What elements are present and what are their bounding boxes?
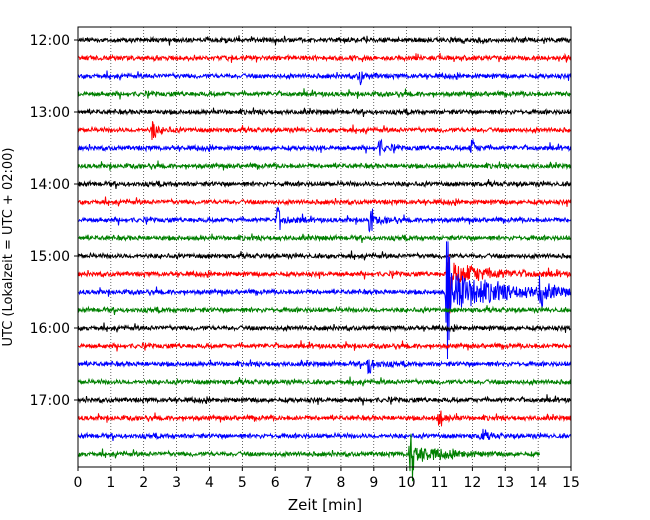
x-tick-label-15: 15 (562, 475, 580, 491)
trace-1215 (77, 52, 572, 63)
grid-lines (110, 27, 539, 467)
trace-1630 (77, 359, 572, 375)
x-tick-label-14: 14 (529, 475, 547, 491)
x-tick-label-7: 7 (304, 475, 313, 491)
trace-1715 (77, 410, 572, 427)
trace-1745 (77, 433, 540, 482)
trace-1515 (77, 254, 572, 314)
trace-1345 (77, 160, 572, 171)
trace-1315 (77, 121, 572, 141)
trace-1230 (77, 70, 572, 86)
trace-1615 (77, 340, 572, 352)
y-tick-label-1: 13:00 (30, 105, 70, 121)
x-tick-label-0: 0 (74, 475, 83, 491)
trace-layer (77, 35, 572, 482)
y-tick-label-2: 14:00 (30, 177, 70, 193)
trace-1415 (77, 196, 572, 207)
x-tick-label-1: 1 (106, 475, 115, 491)
x-tick-label-2: 2 (139, 475, 148, 491)
x-tick-label-4: 4 (205, 475, 214, 491)
trace-1530 (77, 241, 572, 360)
trace-1600 (77, 322, 572, 333)
y-axis-ticks: 12:00 13:00 14:00 15:00 16:00 17:00 (30, 33, 78, 409)
trace-1500 (77, 250, 572, 261)
trace-1245 (77, 88, 572, 100)
y-axis-label: UTC (Lokalzeit = UTC + 02:00) (1, 148, 16, 347)
x-axis-label: Zeit [min] (288, 496, 362, 514)
trace-1445 (77, 233, 572, 243)
trace-1300 (77, 107, 572, 117)
trace-1200 (77, 35, 572, 46)
x-tick-label-11: 11 (431, 475, 449, 491)
trace-1400 (77, 179, 572, 189)
x-tick-label-8: 8 (336, 475, 345, 491)
y-tick-label-0: 12:00 (30, 33, 70, 49)
trace-1645 (77, 376, 572, 387)
x-tick-label-13: 13 (496, 475, 514, 491)
plot-frame (77, 26, 572, 468)
x-tick-label-5: 5 (238, 475, 247, 491)
x-tick-label-12: 12 (463, 475, 481, 491)
trace-1700 (77, 394, 572, 406)
y-tick-label-4: 16:00 (30, 321, 70, 337)
x-tick-label-10: 10 (398, 475, 416, 491)
trace-1430 (77, 206, 572, 233)
y-tick-label-5: 17:00 (30, 393, 70, 409)
x-axis-ticks: 0 1 2 3 4 5 6 7 8 9 10 11 12 13 14 15 (74, 467, 580, 491)
trace-1730 (77, 428, 572, 441)
x-tick-label-3: 3 (172, 475, 181, 491)
trace-1330 (77, 138, 572, 156)
trace-1545 (77, 305, 572, 315)
x-tick-label-9: 9 (369, 475, 378, 491)
y-tick-label-3: 15:00 (30, 249, 70, 265)
x-tick-label-6: 6 (271, 475, 280, 491)
